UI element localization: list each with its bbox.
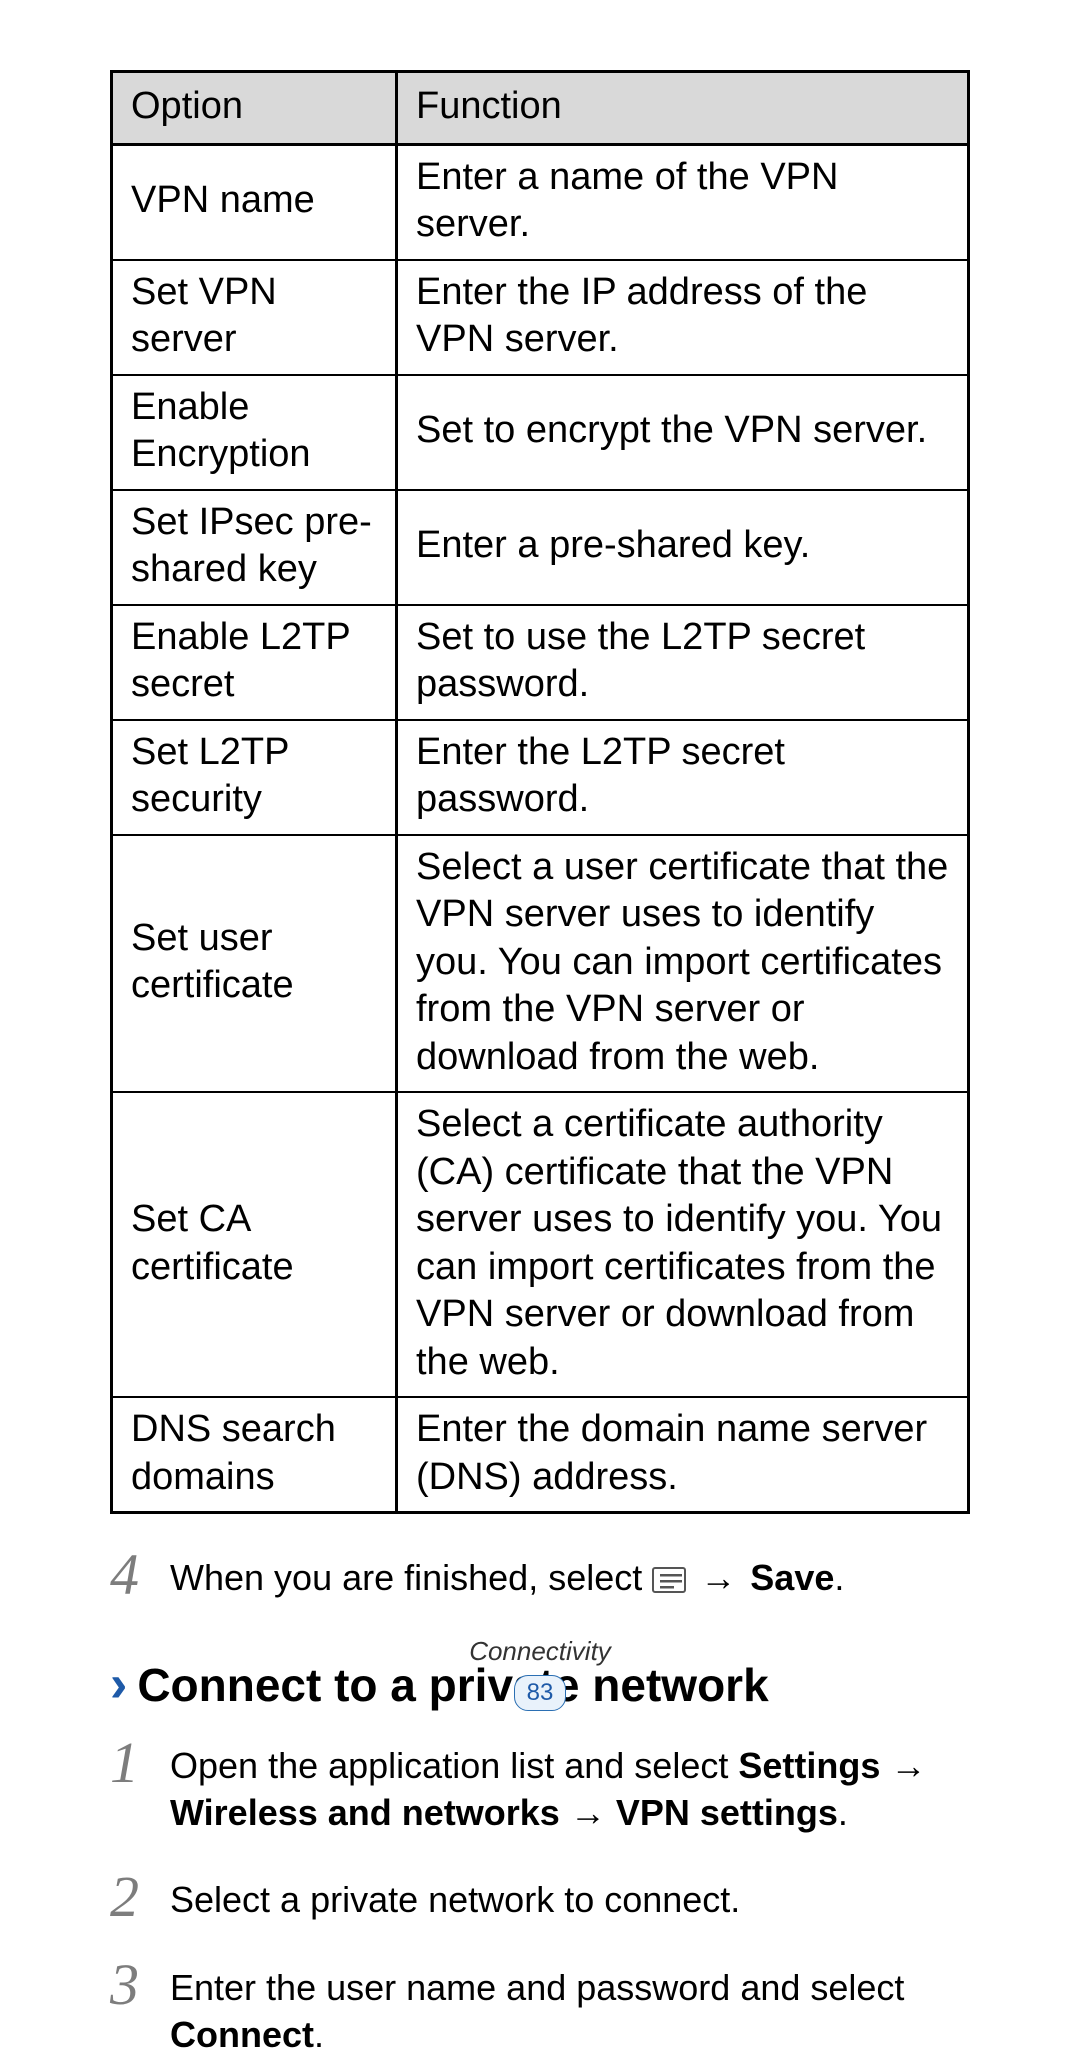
step-2: 2 Select a private network to connect. — [110, 1864, 970, 1924]
table-header-function: Function — [397, 72, 969, 145]
table-row: Set VPN server Enter the IP address of t… — [112, 260, 969, 375]
table-row: Enable L2TP secret Set to use the L2TP s… — [112, 605, 969, 720]
cell-function: Select a user certificate that the VPN s… — [397, 835, 969, 1093]
step-number: 4 — [110, 1546, 170, 1604]
cell-option: VPN name — [112, 144, 397, 260]
page: Option Function VPN name Enter a name of… — [0, 0, 1080, 1771]
cell-function: Enter the domain name server (DNS) addre… — [397, 1397, 969, 1513]
cell-option: Set IPsec pre-shared key — [112, 490, 397, 605]
cell-option: Enable Encryption — [112, 375, 397, 490]
cell-option: DNS search domains — [112, 1397, 397, 1513]
vpn-settings-label: VPN settings — [616, 1792, 838, 1833]
table-row: Set IPsec pre-shared key Enter a pre-sha… — [112, 490, 969, 605]
connect-label: Connect — [170, 2014, 314, 2055]
cell-option: Set L2TP security — [112, 720, 397, 835]
cell-function: Select a certificate authority (CA) cert… — [397, 1092, 969, 1397]
step-body: When you are finished, select → Save. — [170, 1555, 970, 1602]
table-row: Set L2TP security Enter the L2TP secret … — [112, 720, 969, 835]
cell-function: Set to encrypt the VPN server. — [397, 375, 969, 490]
cell-option: Set CA certificate — [112, 1092, 397, 1397]
save-label: Save — [750, 1557, 834, 1598]
cell-function: Set to use the L2TP secret password. — [397, 605, 969, 720]
table-header-option: Option — [112, 72, 397, 145]
step-body: Select a private network to connect. — [170, 1877, 970, 1924]
period: . — [834, 1557, 844, 1598]
step-body: Open the application list and select Set… — [170, 1743, 970, 1837]
cell-function: Enter the L2TP secret password. — [397, 720, 969, 835]
footer-section-name: Connectivity — [0, 1636, 1080, 1667]
step-4: 4 When you are finished, select → Save. — [110, 1542, 970, 1602]
step-3: 3 Enter the user name and password and s… — [110, 1952, 970, 2059]
step-1: 1 Open the application list and select S… — [110, 1730, 970, 1837]
menu-icon — [652, 1567, 686, 1593]
step-body: Enter the user name and password and sel… — [170, 1965, 970, 2059]
table-row: VPN name Enter a name of the VPN server. — [112, 144, 969, 260]
table-row: Enable Encryption Set to encrypt the VPN… — [112, 375, 969, 490]
settings-label: Settings — [738, 1745, 880, 1786]
table-row: Set user certificate Select a user certi… — [112, 835, 969, 1093]
step-number: 2 — [110, 1868, 170, 1926]
step-text: Open the application list and select — [170, 1745, 738, 1786]
table-row: DNS search domains Enter the domain name… — [112, 1397, 969, 1513]
cell-option: Enable L2TP secret — [112, 605, 397, 720]
page-footer: Connectivity 83 — [0, 1636, 1080, 1711]
wireless-label: Wireless and networks — [170, 1792, 560, 1833]
cell-function: Enter a pre-shared key. — [397, 490, 969, 605]
step-text: Enter the user name and password and sel… — [170, 1967, 904, 2008]
step-text: When you are finished, select — [170, 1557, 652, 1598]
step-number: 1 — [110, 1734, 170, 1792]
cell-function: Enter a name of the VPN server. — [397, 144, 969, 260]
cell-function: Enter the IP address of the VPN server. — [397, 260, 969, 375]
vpn-options-table: Option Function VPN name Enter a name of… — [110, 70, 970, 1514]
table-row: Set CA certificate Select a certificate … — [112, 1092, 969, 1397]
arrow-text: → — [880, 1745, 926, 1786]
cell-option: Set user certificate — [112, 835, 397, 1093]
period: . — [314, 2014, 324, 2055]
arrow-icon: → — [696, 1557, 740, 1598]
cell-option: Set VPN server — [112, 260, 397, 375]
arrow-text: → — [560, 1792, 616, 1833]
table-header-row: Option Function — [112, 72, 969, 145]
step-number: 3 — [110, 1956, 170, 2014]
period: . — [838, 1792, 848, 1833]
footer-page-number: 83 — [514, 1675, 567, 1711]
